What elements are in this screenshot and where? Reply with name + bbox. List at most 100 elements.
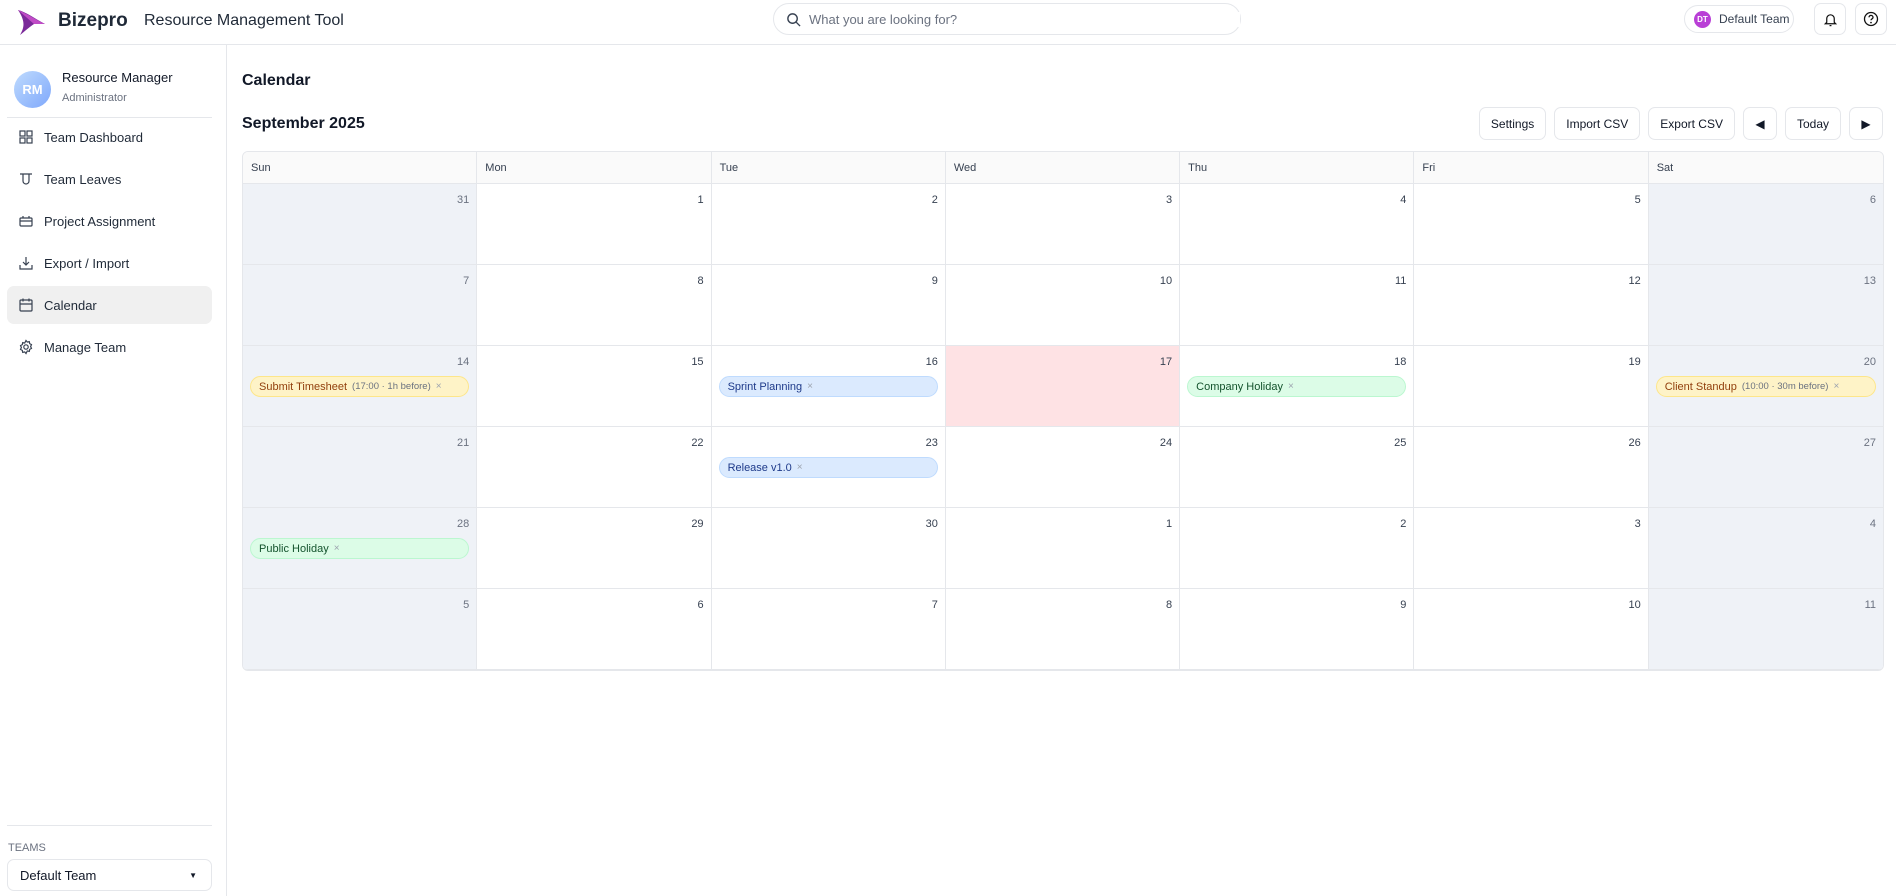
remove-event-icon[interactable]: × [796,462,803,473]
day-number: 20 [1863,356,1876,368]
team-switcher[interactable]: DT Default Team [1684,5,1794,33]
event-chip[interactable]: Sprint Planning × [718,376,938,397]
day-cell[interactable]: 17 [945,346,1181,427]
day-cell[interactable]: 15 [477,346,712,427]
day-number: 27 [1863,437,1876,449]
brand-name: Bizepro [58,10,128,31]
day-number: 6 [1869,194,1876,206]
day-number: 3 [1166,194,1173,206]
day-cell[interactable]: 2 [1180,508,1415,589]
day-number: 25 [1394,437,1407,449]
day-cell[interactable]: 6 [1648,184,1883,265]
remove-event-icon[interactable]: × [1287,381,1294,392]
top-header: Bizepro Resource Management Tool DT Defa… [0,0,1896,45]
export-csv-button[interactable]: Export CSV [1648,107,1735,140]
calendar-toolbar: Settings Import CSV Export CSV ◀ Today ▶ [1478,107,1883,140]
prev-month-button[interactable]: ◀ [1742,107,1777,140]
day-cell[interactable]: 9 [1180,589,1415,670]
day-number: 23 [925,437,938,449]
next-month-button[interactable]: ▶ [1849,107,1883,140]
event-chip[interactable]: Submit Timesheet (17:00 · 1h before) × [250,376,470,397]
day-cell[interactable]: 10 [1414,589,1649,670]
day-cell[interactable]: 6 [477,589,712,670]
day-cell[interactable]: 24 [945,427,1181,508]
day-cell[interactable]: 2 [711,184,946,265]
sidebar-item-export-import[interactable]: Export / Import [7,244,212,282]
day-cell[interactable]: 1 [945,508,1181,589]
notifications-button[interactable] [1814,3,1846,35]
sidebar-item-team-dashboard[interactable]: Team Dashboard [7,118,212,156]
day-cell[interactable]: 9 [711,265,946,346]
day-number: 6 [697,599,704,611]
search-bar[interactable] [773,3,1241,35]
day-cell[interactable]: 20 Client Standup (10:00 · 30m before) × [1648,346,1883,427]
weekday-header: Fri [1414,152,1649,184]
day-cell[interactable]: 8 [477,265,712,346]
sidebar-item-calendar[interactable]: Calendar [7,286,212,324]
remove-event-icon[interactable]: × [1833,381,1840,392]
search-input[interactable] [809,11,1240,27]
day-cell[interactable]: 7 [243,265,478,346]
today-button[interactable]: Today [1784,107,1841,140]
day-cell[interactable]: 5 [243,589,478,670]
day-cell[interactable]: 8 [945,589,1181,670]
event-chip[interactable]: Company Holiday × [1187,376,1407,397]
search-icon [787,12,801,27]
event-chip[interactable]: Client Standup (10:00 · 30m before) × [1655,376,1876,397]
event-title: Public Holiday [259,542,329,555]
bizepro-logo-icon [18,10,45,35]
day-cell[interactable]: 10 [945,265,1181,346]
help-button[interactable] [1855,3,1887,35]
day-cell[interactable]: 29 [477,508,712,589]
event-reminder: (17:00 · 1h before) [352,381,431,392]
day-cell[interactable]: 26 [1414,427,1649,508]
day-cell[interactable]: 11 [1648,589,1883,670]
settings-button[interactable]: Settings [1478,107,1547,140]
day-number: 1 [697,194,704,206]
day-number: 14 [457,356,470,368]
day-number: 19 [1628,356,1641,368]
day-cell[interactable]: 30 [711,508,946,589]
day-number: 3 [1634,518,1641,530]
sidebar-item-team-leaves[interactable]: Team Leaves [7,160,212,198]
day-cell[interactable]: 23 Release v1.0 × [711,427,946,508]
weekday-header: Sun [243,152,478,184]
day-cell[interactable]: 22 [477,427,712,508]
day-cell[interactable]: 3 [1414,508,1649,589]
day-cell[interactable]: 1 [477,184,712,265]
day-number: 8 [697,275,704,287]
day-cell[interactable]: 18 Company Holiday × [1180,346,1415,427]
weekday-header: Tue [711,152,946,184]
event-chip[interactable]: Public Holiday × [250,538,470,559]
remove-event-icon[interactable]: × [435,381,442,392]
day-cell[interactable]: 25 [1180,427,1415,508]
day-cell[interactable]: 31 [243,184,478,265]
day-cell[interactable]: 21 [243,427,478,508]
briefcase-icon [19,216,33,227]
day-cell[interactable]: 5 [1414,184,1649,265]
day-cell[interactable]: 3 [945,184,1181,265]
day-number: 10 [1628,599,1641,611]
day-cell[interactable]: 27 [1648,427,1883,508]
remove-event-icon[interactable]: × [807,381,814,392]
day-number: 11 [1395,275,1407,287]
team-select[interactable]: Default Team ▼ [7,859,212,891]
day-cell[interactable]: 13 [1648,265,1883,346]
sidebar-item-project-assignment[interactable]: Project Assignment [7,202,212,240]
day-cell[interactable]: 11 [1180,265,1415,346]
day-cell[interactable]: 14 Submit Timesheet (17:00 · 1h before) × [243,346,478,427]
day-cell[interactable]: 19 [1414,346,1649,427]
import-csv-button[interactable]: Import CSV [1554,107,1641,140]
day-cell[interactable]: 4 [1648,508,1883,589]
sidebar-item-manage-team[interactable]: Manage Team [7,328,212,366]
remove-event-icon[interactable]: × [333,543,340,554]
event-chip[interactable]: Release v1.0 × [718,457,938,478]
day-cell[interactable]: 28 Public Holiday × [243,508,478,589]
event-title: Release v1.0 [727,461,792,474]
day-cell[interactable]: 7 [711,589,946,670]
day-cell[interactable]: 4 [1180,184,1415,265]
day-number: 21 [457,437,470,449]
day-cell[interactable]: 12 [1414,265,1649,346]
calendar-icon [19,298,33,312]
day-cell[interactable]: 16 Sprint Planning × [711,346,946,427]
